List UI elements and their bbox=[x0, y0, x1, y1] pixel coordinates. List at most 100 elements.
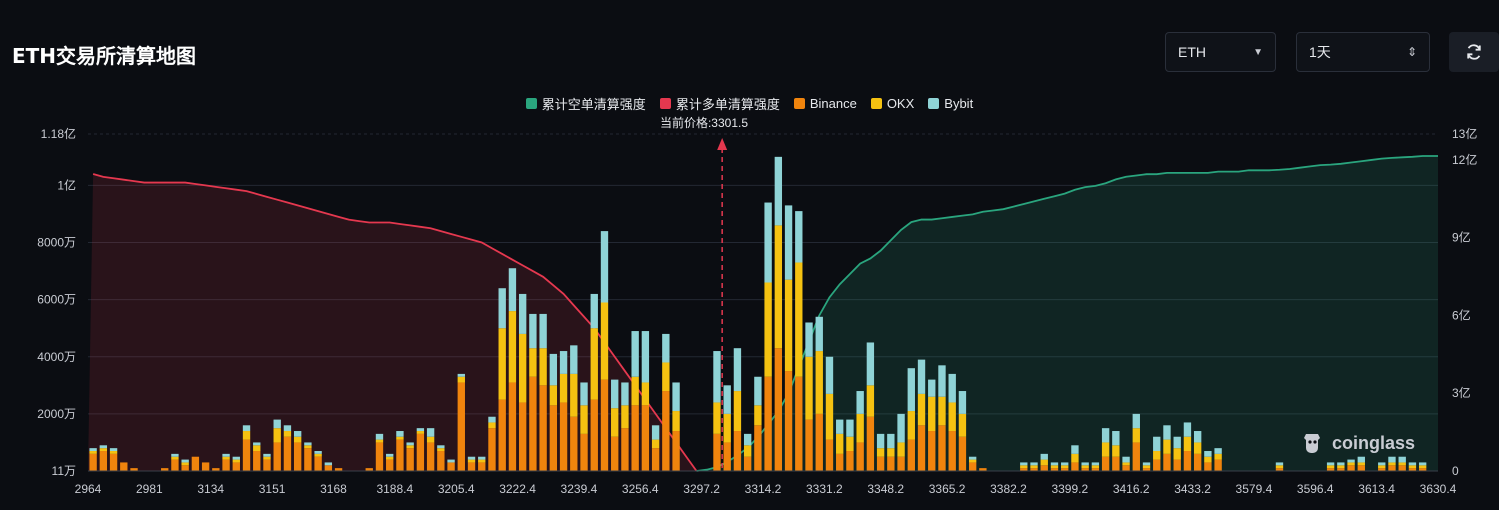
current-price-arrow bbox=[717, 138, 728, 150]
bar-okx bbox=[866, 385, 875, 417]
legend-swatch-okx bbox=[870, 98, 882, 109]
bar-okx bbox=[611, 408, 619, 437]
legend-label-okx: OKX bbox=[886, 96, 915, 111]
bar-okx bbox=[1132, 428, 1140, 443]
bar-bybit bbox=[89, 448, 97, 452]
bar-binance bbox=[109, 453, 118, 471]
bar-bybit bbox=[1408, 462, 1417, 466]
legend-item-binance[interactable]: Binance bbox=[793, 94, 857, 113]
bar-binance bbox=[334, 468, 343, 471]
coin-select[interactable]: ETH ▼ bbox=[1165, 32, 1276, 72]
bar-bybit bbox=[876, 433, 885, 449]
bar-bybit bbox=[1101, 428, 1110, 443]
bar-binance bbox=[171, 459, 179, 471]
legend-swatch-bybit bbox=[928, 98, 940, 109]
y-right-tick-label: 0 bbox=[1452, 464, 1459, 478]
legend-item-short[interactable]: 累计空单清算强度 bbox=[525, 94, 646, 113]
bar-bybit bbox=[1357, 456, 1365, 463]
bar-okx bbox=[651, 439, 660, 449]
bar-binance bbox=[201, 462, 210, 471]
legend-item-bybit[interactable]: Bybit bbox=[928, 94, 973, 113]
bar-bybit bbox=[1388, 456, 1396, 463]
bar-bybit bbox=[518, 293, 527, 334]
bar-okx bbox=[713, 402, 721, 434]
bar-bybit bbox=[611, 379, 619, 409]
bar-binance bbox=[1163, 453, 1171, 471]
legend-swatch-short bbox=[525, 98, 537, 109]
bar-binance bbox=[222, 459, 230, 471]
bar-binance bbox=[621, 428, 629, 471]
bar-bybit bbox=[1337, 462, 1345, 466]
bar-binance bbox=[375, 442, 384, 471]
refresh-button[interactable] bbox=[1449, 32, 1499, 72]
bar-bybit bbox=[242, 425, 251, 432]
bar-bybit bbox=[713, 351, 721, 403]
bar-okx bbox=[263, 456, 271, 460]
bar-binance bbox=[948, 431, 956, 471]
bar-okx bbox=[570, 373, 578, 417]
bar-okx bbox=[846, 436, 854, 452]
legend-label-long: 累计多单清算强度 bbox=[675, 97, 780, 112]
bar-bybit bbox=[1142, 462, 1151, 466]
bar-okx bbox=[1030, 465, 1038, 469]
bar-okx bbox=[825, 393, 834, 440]
bar-bybit bbox=[928, 379, 936, 397]
bar-bybit bbox=[805, 322, 813, 357]
bar-binance bbox=[641, 405, 650, 471]
bar-okx bbox=[437, 448, 445, 452]
x-tick-label: 3613.4 bbox=[1358, 482, 1395, 496]
bar-binance bbox=[1418, 468, 1427, 471]
bar-bybit bbox=[590, 293, 598, 329]
bar-binance bbox=[498, 399, 506, 471]
y-left-tick-label: 2000万 bbox=[37, 407, 76, 421]
bar-binance bbox=[570, 416, 578, 471]
y-left-tick-label: 6000万 bbox=[37, 293, 76, 307]
bar-okx bbox=[283, 431, 292, 437]
bar-okx bbox=[784, 279, 793, 372]
bar-binance bbox=[130, 468, 138, 471]
bar-binance bbox=[508, 382, 517, 471]
bar-binance bbox=[1081, 468, 1089, 471]
bar-bybit bbox=[1204, 451, 1212, 457]
bar-binance bbox=[1020, 468, 1028, 471]
bar-okx bbox=[917, 393, 926, 426]
range-select[interactable]: 1天 ⇕ bbox=[1296, 32, 1430, 72]
bar-okx bbox=[99, 448, 108, 452]
bar-okx bbox=[1388, 462, 1396, 466]
y-left-tick-label: 11万 bbox=[52, 464, 76, 478]
bar-okx bbox=[89, 451, 97, 454]
y-left-tick-label: 4000万 bbox=[37, 350, 76, 364]
bar-binance bbox=[917, 425, 926, 471]
bar-okx bbox=[293, 436, 302, 443]
bar-okx bbox=[559, 373, 568, 403]
bar-binance bbox=[1132, 442, 1140, 471]
bar-okx bbox=[733, 391, 742, 432]
chart-legend: 累计空单清算强度 累计多单清算强度 Binance OKX Bybit bbox=[0, 94, 1499, 113]
legend-item-long[interactable]: 累计多单清算强度 bbox=[659, 94, 780, 113]
bar-okx bbox=[662, 362, 670, 392]
bar-binance bbox=[754, 425, 762, 471]
bar-binance bbox=[733, 431, 742, 471]
bar-bybit bbox=[743, 433, 752, 446]
bar-okx bbox=[1378, 465, 1386, 469]
bar-okx bbox=[549, 385, 558, 406]
bar-okx bbox=[1050, 465, 1059, 469]
bar-bybit bbox=[467, 456, 476, 460]
legend-item-okx[interactable]: OKX bbox=[870, 94, 915, 113]
bar-binance bbox=[478, 462, 486, 471]
bar-bybit bbox=[1020, 462, 1028, 466]
page-title: ETH交易所清算地图 bbox=[12, 44, 197, 68]
x-tick-label: 3365.2 bbox=[929, 482, 966, 496]
x-tick-label: 3134 bbox=[197, 482, 224, 496]
bar-binance bbox=[907, 439, 915, 471]
bar-okx bbox=[1173, 448, 1181, 460]
bar-okx bbox=[416, 431, 425, 434]
bar-okx bbox=[1122, 462, 1130, 466]
bar-binance bbox=[89, 453, 97, 471]
bar-bybit bbox=[1418, 462, 1427, 466]
bar-binance bbox=[1183, 451, 1192, 471]
bar-binance bbox=[1193, 453, 1202, 471]
x-tick-label: 3239.4 bbox=[561, 482, 598, 496]
bar-okx bbox=[1275, 465, 1284, 469]
bar-binance bbox=[846, 451, 854, 471]
